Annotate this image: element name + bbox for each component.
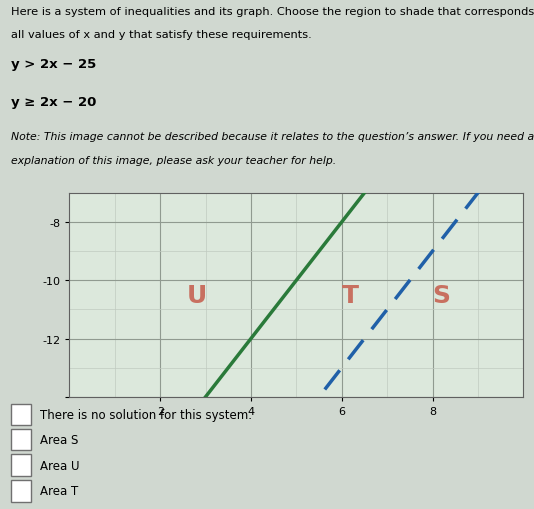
Text: all values of x and y that satisfy these requirements.: all values of x and y that satisfy these…	[11, 30, 311, 40]
Text: Note: This image cannot be described because it relates to the question’s answer: Note: This image cannot be described bec…	[11, 131, 534, 142]
Text: S: S	[433, 283, 451, 307]
Text: Here is a system of inequalities and its graph. Choose the region to shade that : Here is a system of inequalities and its…	[11, 7, 534, 17]
Text: Area U: Area U	[40, 459, 79, 472]
Bar	[11, 404, 31, 426]
Text: T: T	[342, 283, 359, 307]
Bar	[11, 455, 31, 476]
Bar	[11, 429, 31, 450]
Text: Area S: Area S	[40, 433, 78, 446]
Text: explanation of this image, please ask your teacher for help.: explanation of this image, please ask yo…	[11, 156, 336, 166]
Bar	[11, 480, 31, 501]
Text: y > 2x − 25: y > 2x − 25	[11, 58, 96, 71]
Text: y ≥ 2x − 20: y ≥ 2x − 20	[11, 96, 96, 108]
Text: There is no solution for this system.: There is no solution for this system.	[40, 408, 252, 421]
Text: Area T: Area T	[40, 485, 78, 497]
Text: U: U	[186, 283, 207, 307]
